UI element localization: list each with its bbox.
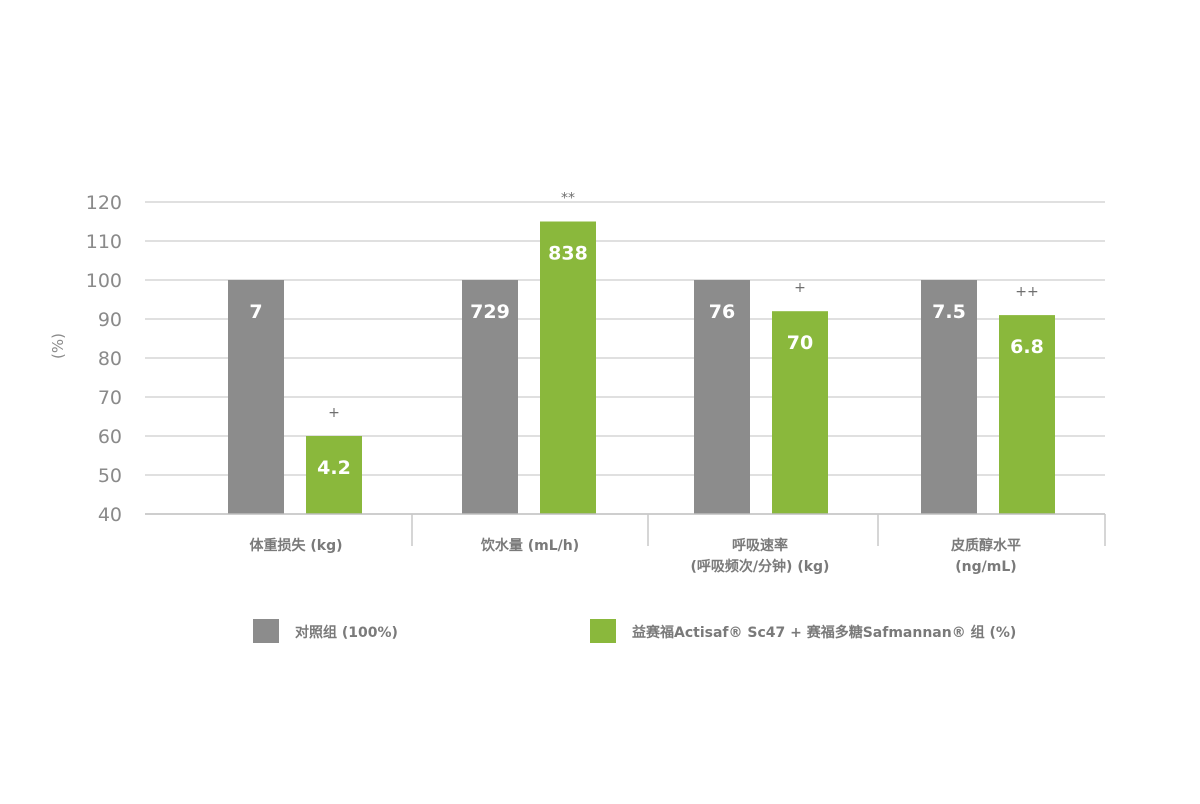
bar [306,436,362,514]
gridlines [145,201,1105,476]
y-axis-label: (%) [49,333,67,359]
bar-value-label: 7.5 [932,301,966,323]
y-tick-label: 80 [98,348,122,370]
y-tick-label: 90 [98,309,122,331]
bar-value-label: 70 [787,332,813,354]
significance-marker: + [328,405,340,421]
legend-label: 对照组 (100%) [295,624,398,641]
bar [540,221,596,514]
category-label: 呼吸速率 [732,537,788,554]
legend-label: 益赛福Actisaf® Sc47 + 赛福多糖Safmannan® 组 (%) [632,624,1016,641]
bar [462,280,518,514]
y-tick-label: 60 [98,426,122,448]
bar-value-label: 4.2 [317,457,351,479]
bar-value-label: 76 [709,301,735,323]
bar [999,315,1055,514]
y-tick-label: 120 [86,192,122,214]
category-label: (ng/mL) [955,559,1016,575]
category-label: 体重损失 (kg) [249,537,342,554]
category-label: 皮质醇水平 [950,537,1021,554]
y-axis-ticks: 40 50 60 70 80 90 100 110 120 [86,192,122,526]
y-tick-label: 100 [86,270,122,292]
y-tick-label: 50 [98,465,122,487]
significance-marker: ** [561,191,575,207]
bar [228,280,284,514]
category-label: (呼吸频次/分钟) (kg) [691,558,830,575]
bar [694,280,750,514]
bars: 7 729 76 7.5 4.2 +838 ** 70 +6.8 ++ [228,191,1055,514]
significance-marker: + [794,280,806,296]
legend-swatch [590,619,616,643]
legend-swatch [253,619,279,643]
y-tick-label: 110 [86,231,122,253]
x-axis [145,513,1106,546]
bar-value-label: 7 [249,301,262,323]
category-label: 饮水量 (mL/h) [480,537,579,554]
y-tick-label: 70 [98,387,122,409]
bar [772,311,828,514]
y-tick-label: 40 [98,504,122,526]
significance-marker: ++ [1015,284,1038,300]
bar [921,280,977,514]
bar-value-label: 729 [470,301,510,323]
legend: 对照组 (100%) 益赛福Actisaf® Sc47 + 赛福多糖Safmann… [253,619,1016,643]
category-labels: 体重损失 (kg) 饮水量 (mL/h) 呼吸速率 (呼吸频次/分钟) (kg) 皮质醇… [249,537,1021,575]
bar-value-label: 6.8 [1010,336,1044,358]
bar-value-label: 838 [548,243,588,265]
